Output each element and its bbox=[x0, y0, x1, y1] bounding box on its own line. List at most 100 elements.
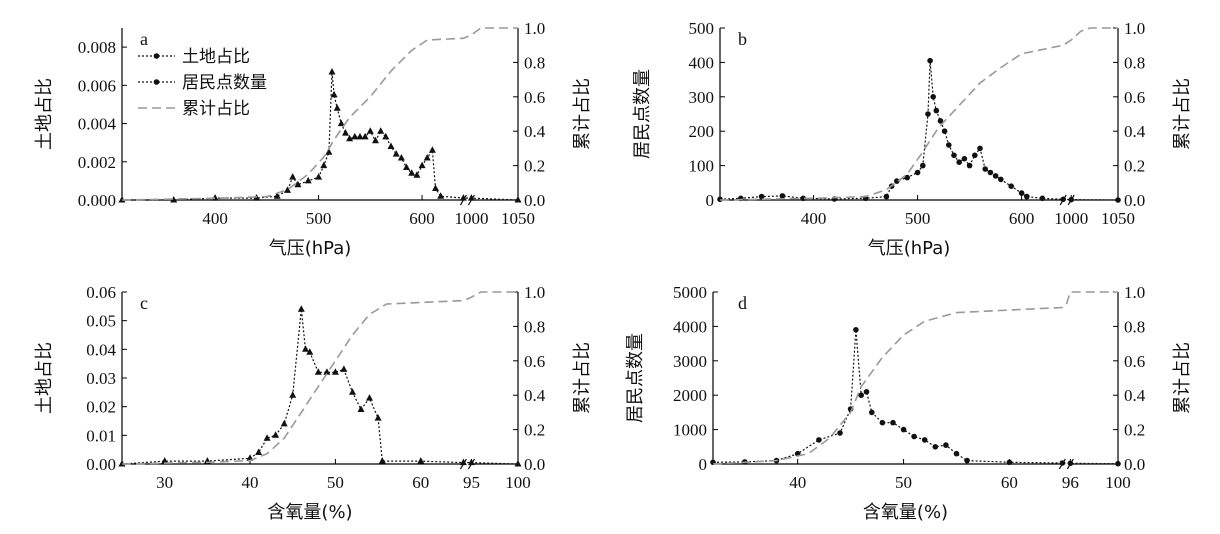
data-point-star bbox=[879, 419, 886, 426]
x-tick-label: 1000 bbox=[1054, 209, 1088, 228]
data-point-triangle bbox=[325, 148, 333, 155]
data-point-triangle bbox=[459, 458, 467, 466]
data-point-star bbox=[837, 430, 843, 436]
data-point-star bbox=[927, 57, 933, 64]
data-point-triangle bbox=[382, 132, 390, 140]
right-tick-label: 0.4 bbox=[524, 122, 546, 141]
data-point-star bbox=[946, 142, 952, 148]
right-tick-label: 0.6 bbox=[524, 352, 545, 371]
data-point-triangle bbox=[306, 348, 314, 355]
right-tick-label: 0.2 bbox=[524, 157, 545, 176]
data-point-triangle bbox=[302, 345, 309, 352]
x-tick-label: 600 bbox=[1009, 209, 1035, 228]
right-tick-label: 0.0 bbox=[1124, 191, 1145, 210]
left-axis-title: 土地占比 bbox=[34, 342, 55, 414]
data-point-triangle bbox=[170, 196, 178, 203]
data-point-star bbox=[1060, 196, 1066, 203]
data-point-star bbox=[758, 193, 765, 200]
series-line-cumulative bbox=[121, 27, 518, 201]
right-tick-label: 0.2 bbox=[524, 421, 545, 440]
data-point-triangle bbox=[413, 171, 421, 178]
data-point-triangle bbox=[284, 186, 291, 193]
data-point-triangle bbox=[289, 391, 297, 398]
data-point-triangle bbox=[211, 194, 219, 201]
legend-swatch-marker bbox=[153, 53, 160, 59]
data-point-triangle bbox=[372, 136, 379, 144]
data-point-triangle bbox=[161, 457, 169, 464]
legend-label: 居民点数量 bbox=[182, 73, 267, 93]
data-point-triangle bbox=[366, 127, 374, 134]
left-axis-title: 土地占比 bbox=[34, 78, 55, 150]
data-point-triangle bbox=[255, 448, 263, 455]
panel-label: b bbox=[738, 29, 747, 49]
x-tick-label: 100 bbox=[505, 473, 531, 492]
data-point-star bbox=[921, 437, 928, 443]
data-point-triangle bbox=[361, 132, 369, 140]
data-point-triangle bbox=[366, 394, 373, 401]
x-tick-label: 500 bbox=[306, 209, 332, 228]
right-axis-title: 累计占比 bbox=[1172, 78, 1193, 150]
x-axis-title: 气压(hPa) bbox=[868, 238, 951, 259]
data-point-star bbox=[894, 178, 900, 184]
left-tick-label: 4000 bbox=[673, 317, 707, 336]
x-tick-label: 400 bbox=[801, 209, 827, 228]
left-tick-label: 1000 bbox=[673, 421, 707, 440]
x-tick-label: 50 bbox=[327, 473, 344, 492]
data-point-star bbox=[800, 195, 806, 202]
series-line-cumulative bbox=[121, 291, 518, 465]
data-point-triangle bbox=[272, 431, 280, 438]
left-tick-label: 3000 bbox=[673, 352, 707, 371]
left-tick-label: 0.002 bbox=[78, 153, 116, 172]
data-point-star bbox=[858, 392, 864, 399]
data-point-triangle bbox=[323, 368, 331, 375]
x-tick-label: 1050 bbox=[1101, 209, 1135, 228]
series-line-cumulative bbox=[719, 27, 1118, 201]
data-point-triangle bbox=[423, 154, 431, 161]
data-point-triangle bbox=[294, 180, 302, 188]
x-axis-title: 含氧量(%) bbox=[863, 502, 948, 523]
data-point-triangle bbox=[349, 388, 356, 395]
right-tick-label: 0.4 bbox=[1124, 386, 1146, 405]
data-point-triangle bbox=[263, 434, 271, 441]
right-tick-label: 0.6 bbox=[1124, 352, 1145, 371]
right-tick-label: 0.2 bbox=[1124, 421, 1145, 440]
left-tick-label: 0 bbox=[706, 191, 715, 210]
data-point-triangle bbox=[387, 142, 395, 149]
data-point-star bbox=[900, 426, 907, 433]
right-tick-label: 0.0 bbox=[524, 455, 545, 474]
legend-swatch-marker bbox=[153, 79, 160, 85]
chart-panel-d: d 0 1000 2000 3000 4000 5000 0.0 0.2 0.4 0.6 0.8 1.0… bbox=[625, 283, 1193, 523]
data-point-triangle bbox=[432, 184, 439, 191]
x-tick-label: 95 bbox=[463, 473, 480, 492]
data-point-triangle bbox=[289, 173, 297, 180]
data-point-triangle bbox=[403, 163, 410, 170]
data-point-triangle bbox=[304, 176, 312, 184]
data-point-triangle bbox=[333, 104, 341, 111]
data-point-star bbox=[779, 193, 786, 199]
data-point-triangle bbox=[340, 365, 348, 372]
data-point-star bbox=[1018, 190, 1025, 196]
x-tick-label: 1000 bbox=[454, 209, 488, 228]
data-point-triangle bbox=[320, 161, 328, 169]
data-point-triangle bbox=[328, 68, 336, 75]
data-point-star bbox=[933, 107, 940, 114]
left-tick-label: 300 bbox=[689, 88, 715, 107]
data-point-triangle bbox=[357, 405, 365, 412]
data-point-triangle bbox=[331, 368, 339, 375]
right-tick-label: 0.4 bbox=[524, 386, 546, 405]
right-tick-label: 0.4 bbox=[1124, 122, 1146, 141]
panel-label: a bbox=[140, 29, 148, 49]
data-point-triangle bbox=[297, 305, 305, 312]
data-point-star bbox=[914, 169, 921, 176]
x-tick-label: 40 bbox=[242, 473, 259, 492]
left-tick-label: 0 bbox=[699, 455, 708, 474]
data-point-star bbox=[951, 152, 957, 159]
data-point-star bbox=[816, 437, 822, 443]
x-tick-label: 30 bbox=[156, 473, 173, 492]
left-tick-label: 5000 bbox=[673, 283, 707, 302]
left-tick-label: 500 bbox=[689, 19, 715, 38]
legend-label: 累计占比 bbox=[182, 99, 250, 119]
data-point-triangle bbox=[417, 457, 425, 464]
